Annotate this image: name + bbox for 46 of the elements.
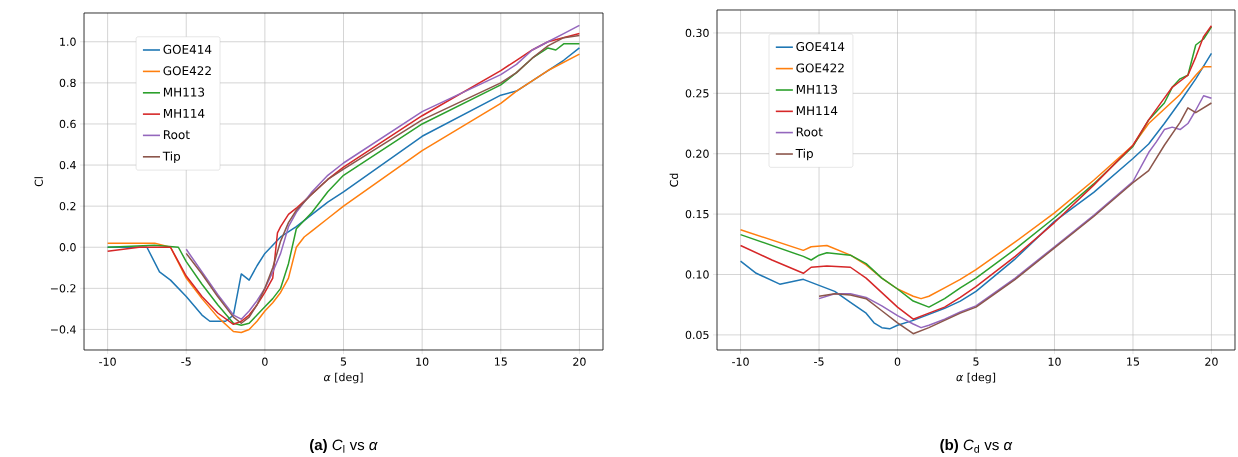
x-tick-label: 20	[1205, 357, 1218, 366]
y-tick-label: 0.30	[685, 28, 709, 38]
y-tick-label: 0.2	[59, 202, 76, 211]
legend-label: GOE414	[163, 44, 212, 54]
y-tick-label: 0.15	[685, 209, 709, 219]
x-tick-label: 0	[894, 357, 901, 366]
legend-label: Root	[163, 130, 190, 140]
text: (a) C$_{l}$ vs α	[310, 439, 378, 454]
x-tick-label: 10	[416, 357, 429, 366]
legend-label: Tip	[795, 148, 813, 161]
x-tick-label: 5	[340, 357, 347, 366]
x-tick-label: -10	[99, 357, 116, 366]
y-tick-label: 0.6	[59, 119, 76, 129]
legend-label: MH113	[796, 84, 837, 94]
legend-label: Root	[796, 127, 823, 137]
y-tick-label: 0.20	[685, 149, 709, 158]
y-tick-label: 0.8	[59, 78, 76, 88]
y-tick-label: 0.05	[685, 330, 709, 340]
x-tick-label: -5	[814, 357, 824, 366]
legend-label: GOE422	[163, 66, 211, 76]
text: (b) C$_{d}$ vs α	[940, 439, 1013, 454]
x-tick-label: 5	[973, 357, 979, 366]
legend-label: Tip	[162, 151, 181, 164]
x-tick-label: -10	[732, 357, 749, 366]
y-tick-label: 0.0	[59, 243, 76, 252]
x-tick-label: -5	[181, 357, 191, 366]
legend-label: MH114	[163, 109, 205, 118]
x-tick-label: 20	[573, 357, 586, 366]
y-tick-label: 0.25	[685, 89, 709, 98]
y-tick-label: 0.4	[59, 160, 76, 170]
legend-label: MH114	[796, 106, 838, 115]
y-axis-title: Cd	[669, 173, 679, 187]
x-tick-label: 15	[494, 357, 507, 366]
x-tick-label: 0	[262, 357, 268, 366]
x-tick-label: 15	[1127, 357, 1139, 366]
x-axis-title: α [deg]	[956, 372, 996, 384]
x-axis-title: α [deg]	[323, 372, 363, 384]
y-tick-label: −0.2	[50, 284, 76, 293]
y-tick-label: −0.4	[50, 325, 76, 334]
legend-label: GOE422	[796, 63, 844, 73]
y-axis-title: Cl	[34, 177, 43, 187]
legend-label: GOE414	[796, 42, 845, 52]
legend-label: MH113	[163, 87, 205, 97]
x-tick-label: 10	[1048, 357, 1061, 366]
y-tick-label: 1.0	[60, 37, 76, 46]
y-tick-label: 0.10	[685, 270, 709, 279]
